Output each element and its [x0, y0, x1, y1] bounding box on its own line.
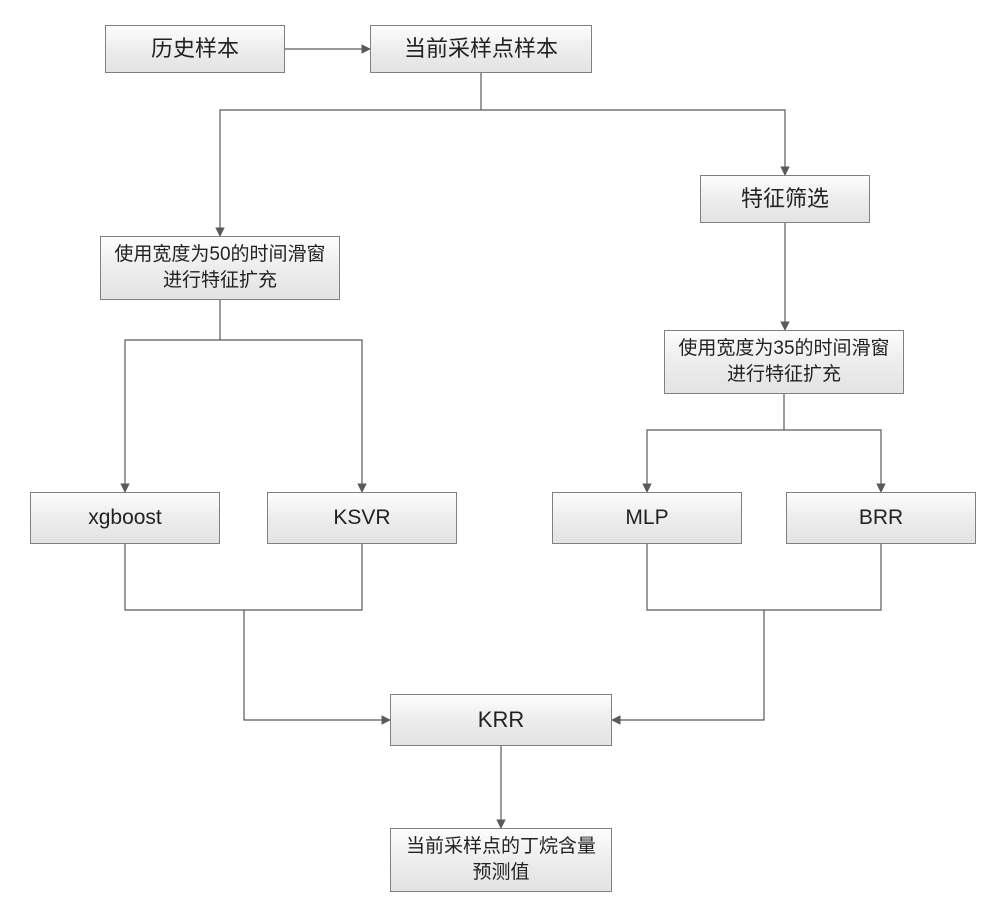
node-label: 当前采样点样本	[404, 34, 558, 64]
node-mlp: MLP	[552, 492, 742, 544]
flowchart-edges	[0, 0, 1000, 921]
node-label: BRR	[859, 504, 903, 532]
node-label: 使用宽度为35的时间滑窗进行特征扩充	[671, 336, 897, 387]
node-sliding-window-50: 使用宽度为50的时间滑窗进行特征扩充	[100, 236, 340, 300]
node-krr: KRR	[390, 694, 612, 746]
node-current-sample: 当前采样点样本	[370, 25, 592, 73]
node-label: KSVR	[333, 504, 390, 532]
node-label: xgboost	[88, 504, 162, 532]
node-feature-selection: 特征筛选	[700, 175, 870, 223]
node-history-sample: 历史样本	[105, 25, 285, 73]
node-label: 特征筛选	[741, 184, 829, 214]
node-sliding-window-35: 使用宽度为35的时间滑窗进行特征扩充	[664, 330, 904, 394]
node-xgboost: xgboost	[30, 492, 220, 544]
node-label: 当前采样点的丁烷含量预测值	[397, 834, 605, 885]
node-ksvr: KSVR	[267, 492, 457, 544]
node-label: MLP	[625, 504, 668, 532]
node-output-prediction: 当前采样点的丁烷含量预测值	[390, 828, 612, 892]
node-brr: BRR	[786, 492, 976, 544]
node-label: 历史样本	[151, 34, 239, 64]
node-label: KRR	[478, 705, 524, 735]
node-label: 使用宽度为50的时间滑窗进行特征扩充	[107, 242, 333, 293]
